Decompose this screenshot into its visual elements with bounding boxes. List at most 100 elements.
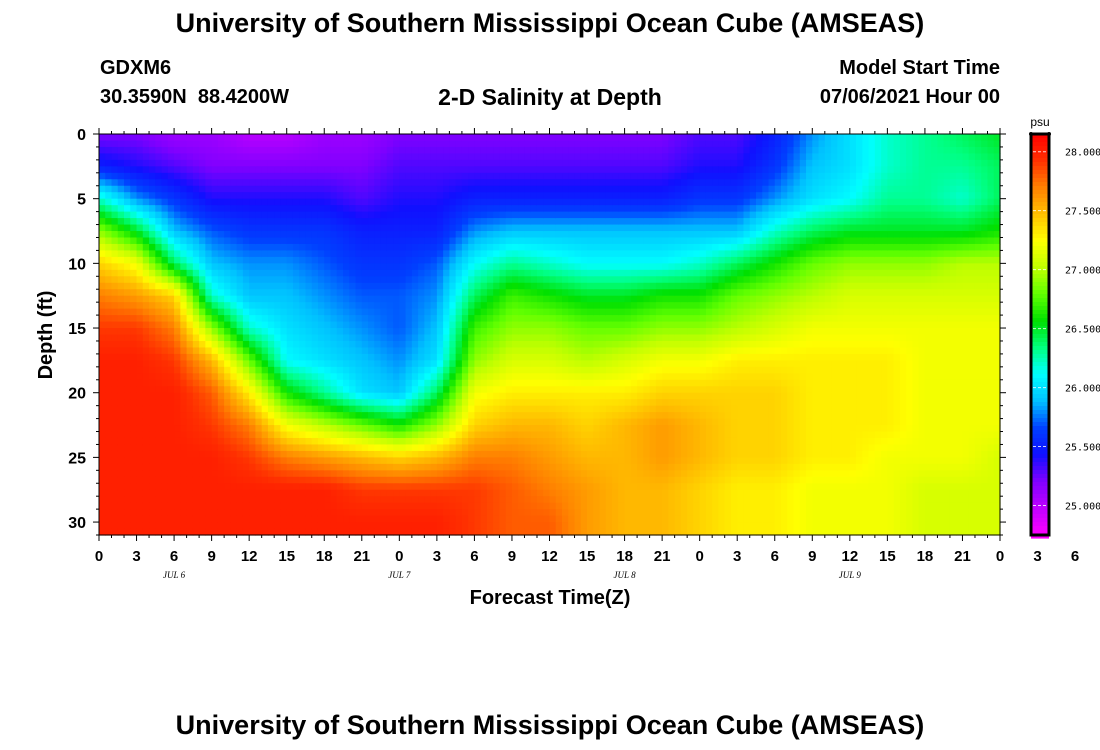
heatmap-cell: [536, 315, 544, 323]
heatmap-cell: [505, 379, 513, 387]
heatmap-cell: [286, 179, 294, 187]
heatmap-cell: [249, 418, 257, 426]
heatmap-cell: [136, 431, 144, 439]
heatmap-cell: [105, 489, 113, 497]
heatmap-cell: [330, 166, 338, 174]
heatmap-cell: [411, 256, 419, 264]
heatmap-cell: [361, 444, 369, 452]
heatmap-cell: [368, 243, 375, 252]
heatmap-cell: [587, 198, 594, 206]
heatmap-cell: [217, 366, 225, 374]
heatmap-cell: [299, 386, 307, 394]
heatmap-cell: [580, 437, 588, 446]
heatmap-cell: [574, 476, 582, 484]
heatmap-cell: [161, 269, 169, 277]
heatmap-cell: [349, 431, 357, 439]
heatmap-cell: [267, 250, 275, 258]
heatmap-cell: [242, 269, 250, 277]
heatmap-cell: [305, 302, 313, 310]
heatmap-cell: [587, 295, 594, 303]
heatmap-cell: [230, 269, 238, 277]
heatmap-cell: [311, 166, 319, 174]
heatmap-cell: [330, 399, 338, 407]
heatmap-cell: [380, 269, 388, 277]
heatmap-cell: [255, 321, 263, 329]
heatmap-cell: [599, 334, 607, 342]
heatmap-cell: [436, 399, 444, 407]
heatmap-cell: [311, 289, 319, 297]
heatmap-cell: [317, 134, 325, 142]
heatmap-cell: [249, 218, 257, 226]
heatmap-cell: [174, 366, 181, 374]
heatmap-cell: [343, 224, 350, 232]
heatmap-cell: [324, 205, 332, 213]
heatmap-cell: [317, 218, 325, 226]
heatmap-cell: [305, 321, 313, 329]
heatmap-cell: [543, 166, 551, 174]
heatmap-cell: [368, 185, 375, 193]
heatmap-cell: [155, 250, 163, 258]
heatmap-cell: [524, 159, 532, 167]
heatmap-cell: [424, 172, 432, 180]
heatmap-cell: [374, 153, 382, 161]
heatmap-cell: [111, 509, 119, 517]
heatmap-cell: [117, 334, 125, 342]
heatmap-cell: [180, 146, 188, 155]
heatmap-cell: [568, 457, 576, 465]
heatmap-cell: [543, 172, 551, 180]
heatmap-cell: [555, 263, 563, 271]
heatmap-cell: [205, 243, 213, 252]
heatmap-cell: [111, 159, 119, 167]
heatmap-cell: [386, 502, 394, 510]
heatmap-cell: [449, 256, 457, 264]
heatmap-cell: [149, 392, 156, 400]
heatmap-cell: [311, 295, 319, 303]
heatmap-cell: [474, 399, 482, 407]
heatmap-cell: [355, 386, 363, 394]
heatmap-cell: [242, 302, 250, 310]
heatmap-cell: [292, 321, 300, 329]
heatmap-cell: [180, 321, 188, 329]
heatmap-cell: [142, 386, 150, 394]
heatmap-cell: [105, 205, 113, 213]
heatmap-cell: [349, 153, 357, 161]
heatmap-cell: [130, 166, 138, 174]
heatmap-cell: [205, 250, 213, 258]
heatmap-cell: [192, 263, 200, 271]
heatmap-cell: [117, 515, 125, 523]
heatmap-cell: [180, 399, 188, 407]
heatmap-cell: [436, 340, 444, 349]
heatmap-cell: [317, 237, 325, 245]
heatmap-cell: [511, 425, 519, 433]
heatmap-cell: [161, 289, 169, 297]
heatmap-cell: [99, 256, 106, 264]
heatmap-cell: [574, 153, 582, 161]
heatmap-cell: [443, 205, 450, 213]
heatmap-cell: [299, 444, 307, 452]
heatmap-cell: [274, 231, 282, 239]
heatmap-cell: [555, 476, 563, 484]
heatmap-cell: [361, 231, 369, 239]
heatmap-cell: [374, 302, 382, 310]
heatmap-cell: [361, 392, 369, 400]
heatmap-cell: [292, 231, 300, 239]
heatmap-cell: [455, 347, 463, 355]
heatmap-cell: [549, 340, 557, 349]
heatmap-cell: [317, 373, 325, 381]
heatmap-cell: [543, 256, 551, 264]
heatmap-cell: [330, 140, 338, 148]
heatmap-cell: [124, 140, 131, 148]
heatmap-cell: [418, 153, 425, 161]
heatmap-cell: [474, 276, 482, 284]
heatmap-cell: [474, 405, 482, 413]
heatmap-cell: [330, 185, 338, 193]
heatmap-cell: [299, 489, 307, 497]
heatmap-cell: [299, 528, 307, 536]
heatmap-cell: [443, 405, 450, 413]
heatmap-cell: [568, 243, 576, 252]
heatmap-cell: [255, 528, 263, 536]
heatmap-cell: [217, 476, 225, 484]
heatmap-cell: [149, 231, 156, 239]
heatmap-cell: [274, 425, 282, 433]
heatmap-cell: [317, 211, 325, 219]
